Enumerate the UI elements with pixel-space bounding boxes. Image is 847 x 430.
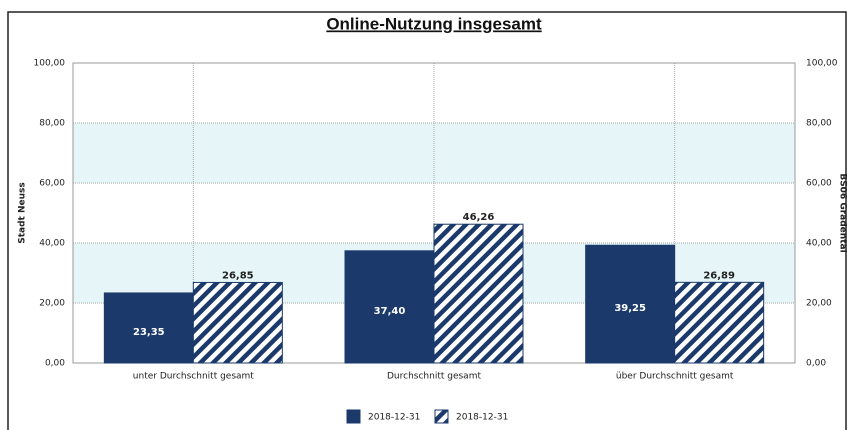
y-tick-label: 80,00 [39,119,65,129]
legend-label: 2018-12-31 [456,413,508,423]
bar [192,281,283,364]
y-tick-label: 20,00 [39,299,65,309]
y-tick-label: 100,00 [34,59,66,69]
value-label: 37,40 [374,306,406,317]
legend-label: 2018-12-31 [368,413,420,423]
value-label: 26,89 [703,270,735,281]
y2-tick-label: 20,00 [806,299,832,309]
y2-tick-label: 80,00 [806,119,832,129]
value-label: 46,26 [463,212,495,223]
y2-tick-label: 100,00 [806,59,838,69]
y2-tick-label: 0,00 [806,359,826,369]
bar [674,281,765,364]
bar [585,244,676,364]
bar [344,250,435,364]
legend-swatch [434,409,449,424]
x-tick-label: Durchschnitt gesamt [387,372,481,382]
y2-tick-label: 60,00 [806,179,832,189]
frame [7,11,847,430]
y-tick-label: 0,00 [45,359,65,369]
y2-axis-label: BS06 Gradental [838,173,847,252]
y-axis-label: Stadt Neuss [18,182,28,244]
value-label: 39,25 [614,303,646,314]
y2-tick-label: 40,00 [806,239,832,249]
legend-swatch [346,409,361,424]
value-label: 26,85 [222,270,254,281]
bar [433,223,524,364]
x-tick-label: unter Durchschnitt gesamt [133,372,255,382]
bar [103,292,194,364]
y-tick-label: 40,00 [39,239,65,249]
value-label: 23,35 [133,327,165,338]
chart-title: Online-Nutzung insgesamt [326,14,542,33]
y-tick-label: 60,00 [39,179,65,189]
x-tick-label: über Durchschnitt gesamt [616,372,734,382]
